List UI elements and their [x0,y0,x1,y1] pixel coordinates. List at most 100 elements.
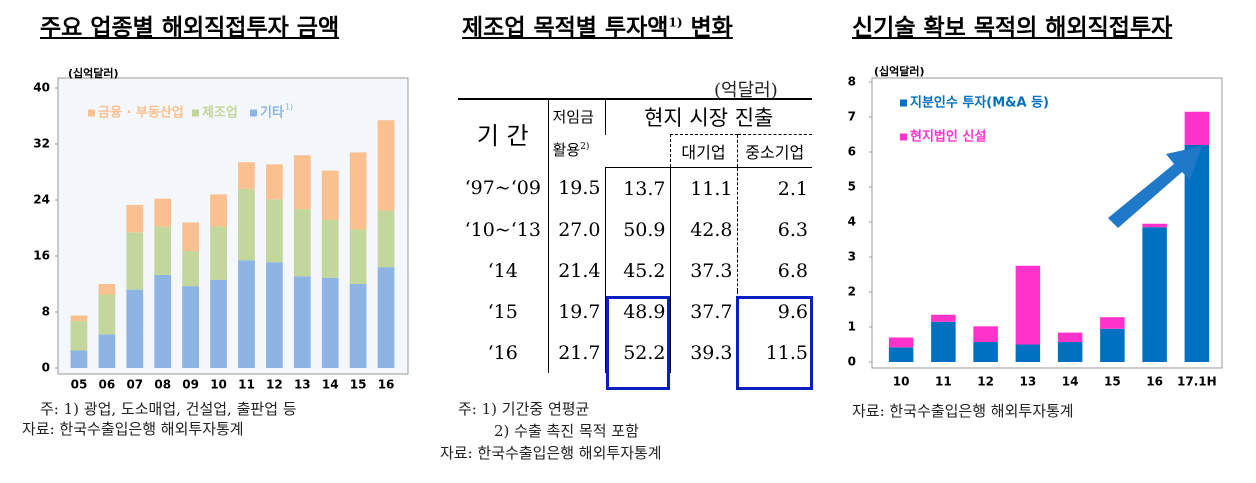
table-row: ‘16 21.7 52.2 39.3 11.5 [458,332,812,373]
bar-segment [238,162,255,189]
bar-segment [1015,344,1041,362]
table-unit: (억달러) [714,80,778,101]
table-row: ‘10~‘13 27.0 50.9 42.8 6.3 [458,209,812,250]
data-table: 기 간 저임금 활용2) 현지 시장 진출 대기업 중소기업 ‘97~‘09 19… [458,98,812,373]
x-tick-label: 10 [893,375,910,389]
legend-label: 현지법인 신설 [910,129,986,145]
bar-segment [238,260,255,368]
x-tick-label: 09 [182,378,199,392]
x-tick-label: 13 [1020,375,1037,389]
bar-segment [126,232,144,290]
bar-segment [266,262,283,368]
chart-note: 주: 1) 광업, 도소매업, 건설업, 출판업 등 [40,400,297,418]
y-tick-label: 7 [848,110,856,124]
bar-segment [293,155,311,210]
table-cell: 45.2 [604,250,670,291]
table-note: 자료: 한국수출입은행 해외투자통계 [440,444,662,462]
bar-segment [293,209,311,277]
chart-note: 자료: 한국수출입은행 해외투자통계 [852,402,1074,420]
x-tick-label: 15 [1104,375,1121,389]
header-text: 저임금 활용 [552,108,594,160]
bar-segment [349,152,367,230]
table-cell: 6.3 [736,209,812,250]
table-cell: 21.7 [547,332,605,373]
bar-segment [1142,227,1167,362]
table-title-text: 제조업 목적별 투자액 [462,14,669,41]
y-tick-label: 0 [42,361,50,375]
table-row: ‘14 21.4 45.2 37.3 6.8 [458,250,812,291]
bar-segment [238,188,255,261]
bar-segment [1057,332,1083,343]
header-cell: 대기업 [669,134,737,168]
bar-segment [98,334,116,368]
footnote-mark: 2) [580,142,590,153]
bar-segment [1184,111,1210,145]
bar-segment [154,226,172,275]
chart-title: 주요 업종별 해외직접투자 금액 [40,14,340,41]
header-cell: 중소기업 [736,134,812,168]
unit-label: (십억달러) [68,66,119,80]
table-cell: ‘14 [487,259,518,282]
legend-swatch [250,109,257,117]
table-cell: ‘97~‘09 [464,177,541,200]
bar-segment [321,277,339,368]
bar-segment [126,289,144,368]
bar-segment [973,342,998,362]
x-tick-label: 12 [266,378,283,392]
bar-segment [70,350,88,368]
table-cell: 50.9 [604,209,670,250]
table-cell: 37.3 [669,250,737,291]
table-cell: ‘15 [487,300,518,323]
y-tick-label: 8 [848,75,856,89]
bar-segment [931,321,956,362]
x-tick-label: 07 [126,378,143,392]
table-row: ‘97~‘09 19.5 13.7 11.1 2.1 [458,167,812,209]
bar-segment [349,229,367,284]
bar-segment [182,251,199,287]
bar-segment [349,284,367,368]
y-tick-label: 16 [33,249,50,263]
legend-footnote: 1) [285,103,293,112]
table-cell: 21.4 [547,250,605,291]
plot-frame [57,77,409,375]
x-tick-label: 10 [210,378,227,392]
bar-segment [377,210,395,268]
table-cell: 39.3 [669,332,737,373]
bar-segment [98,284,116,295]
bar-segment [210,194,227,227]
y-tick-label: 1 [848,320,856,334]
x-tick-label: 12 [977,375,994,389]
legend-swatch [900,133,907,141]
x-tick-label: 17.1H [1177,375,1217,389]
y-tick-label: 8 [42,305,50,319]
x-tick-label: 16 [378,378,395,392]
bar-segment [70,315,88,322]
bar-segment [377,267,395,368]
legend-label: 금융 · 부동산업 [98,105,184,121]
plot-frame [871,77,1223,369]
y-tick-label: 4 [848,215,856,229]
chart-note: 자료: 한국수출입은행 해외투자통계 [22,420,244,438]
bar-segment [321,170,339,220]
y-tick-label: 32 [33,137,50,151]
table-note: 주: 1) 기간중 연평균 [458,400,590,418]
y-tick-label: 6 [848,145,856,159]
legend-swatch [192,109,199,117]
table-cell: 27.0 [547,209,605,250]
legend-swatch [88,109,95,117]
legend-swatch [900,99,907,107]
bar-segment [154,274,172,368]
x-tick-label: 11 [238,378,255,392]
bar-segment [973,326,998,343]
bar-segment [1057,342,1083,362]
table-title: 제조업 목적별 투자액1) 변화 [462,8,733,42]
legend-label: 기타 [260,105,284,121]
footnote-mark: 1) [668,15,683,30]
table-cell: 37.7 [669,291,737,332]
x-tick-label: 14 [1062,375,1079,389]
legend-label: 제조업 [202,106,238,121]
x-tick-label: 13 [294,378,311,392]
table-note: 2) 수출 촉진 목적 포함 [494,422,639,440]
